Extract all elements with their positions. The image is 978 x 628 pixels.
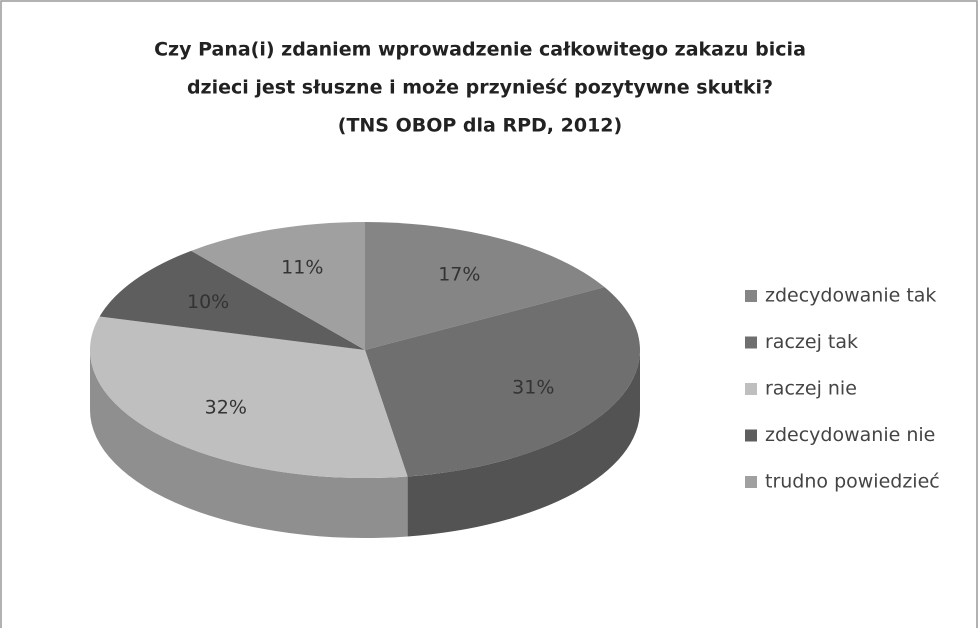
legend-label: trudno powiedzieć [765, 471, 940, 493]
chart-title: Czy Pana(i) zdaniem wprowadzenie całkowi… [154, 39, 806, 61]
legend-label: raczej tak [765, 331, 858, 353]
data-label: 32% [205, 397, 247, 419]
pie-slice [365, 222, 605, 350]
legend-label: raczej nie [765, 378, 857, 400]
pie-slice [89, 316, 408, 478]
legend-swatch [745, 383, 757, 395]
pie-slice [365, 287, 641, 477]
legend-label: zdecydowanie nie [765, 424, 935, 446]
pie-slice [99, 250, 365, 350]
data-label: 11% [281, 257, 323, 279]
chart-title: (TNS OBOP dla RPD, 2012) [338, 115, 622, 137]
data-label: 10% [187, 291, 229, 313]
legend-swatch [745, 336, 757, 349]
data-label: 31% [512, 376, 554, 398]
legend-swatch [745, 429, 757, 442]
chart-title: dzieci jest słuszne i może przynieść poz… [187, 77, 773, 99]
legend-swatch [745, 290, 757, 302]
pie-slice-side [407, 350, 640, 537]
pie-slice [191, 222, 365, 350]
data-label: 17% [438, 263, 480, 285]
legend-label: zdecydowanie tak [765, 285, 936, 307]
legend-swatch [745, 476, 757, 488]
pie-slice-side [90, 350, 408, 538]
